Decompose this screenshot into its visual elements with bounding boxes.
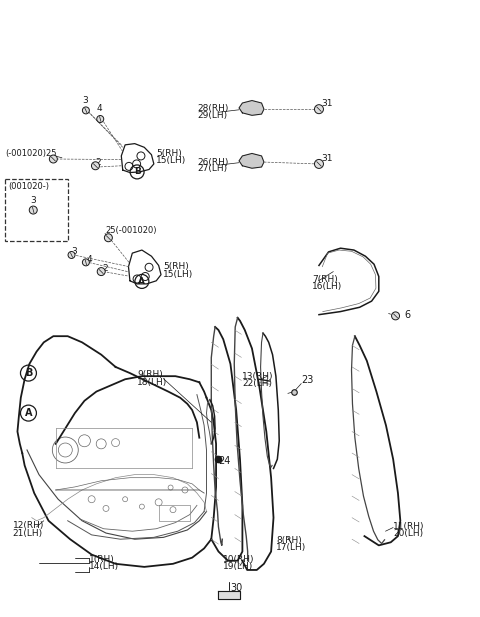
Text: 23: 23 [301, 376, 313, 386]
Text: 19(LH): 19(LH) [223, 562, 253, 571]
Text: 27(LH): 27(LH) [197, 164, 227, 173]
Text: 5(RH): 5(RH) [163, 262, 189, 271]
Text: 14(LH): 14(LH) [89, 562, 120, 571]
Text: 4: 4 [96, 104, 102, 113]
Text: 22(LH): 22(LH) [242, 379, 272, 388]
Text: 31: 31 [322, 154, 333, 163]
Text: 24: 24 [218, 456, 231, 466]
Text: 20(LH): 20(LH) [393, 529, 423, 538]
FancyBboxPatch shape [5, 180, 68, 241]
Text: 6: 6 [404, 310, 410, 320]
Polygon shape [218, 592, 240, 599]
Text: (-001020)25: (-001020)25 [5, 149, 57, 158]
Text: 9(RH): 9(RH) [137, 370, 163, 379]
Text: 28(RH): 28(RH) [197, 104, 228, 113]
Circle shape [104, 234, 112, 242]
Text: 21(LH): 21(LH) [12, 529, 43, 538]
Circle shape [314, 159, 324, 168]
Circle shape [83, 107, 89, 114]
Text: (001020-): (001020-) [8, 182, 49, 191]
Text: 18(LH): 18(LH) [137, 378, 168, 387]
Circle shape [83, 259, 89, 266]
Circle shape [97, 115, 104, 123]
Text: 2: 2 [102, 264, 108, 273]
Circle shape [392, 312, 399, 320]
Circle shape [314, 105, 324, 114]
Circle shape [97, 268, 105, 276]
Circle shape [29, 206, 37, 214]
Text: 5(RH): 5(RH) [156, 149, 182, 158]
Text: 26(RH): 26(RH) [197, 157, 228, 167]
Polygon shape [239, 101, 264, 115]
Circle shape [92, 162, 99, 170]
Circle shape [49, 155, 57, 163]
Polygon shape [239, 154, 264, 168]
Text: 3: 3 [72, 247, 77, 257]
Text: A: A [24, 408, 32, 418]
Text: 8(RH): 8(RH) [276, 536, 301, 545]
Text: 29(LH): 29(LH) [197, 112, 227, 120]
Text: 15(LH): 15(LH) [163, 270, 193, 278]
Text: 15(LH): 15(LH) [156, 156, 187, 165]
Text: 16(LH): 16(LH) [312, 283, 342, 291]
Text: 11(RH): 11(RH) [393, 523, 425, 531]
Text: 7(RH): 7(RH) [312, 275, 337, 284]
Text: 30: 30 [230, 584, 243, 594]
Text: A: A [138, 277, 145, 286]
Text: B: B [25, 368, 32, 378]
Circle shape [68, 252, 75, 259]
Text: 4: 4 [87, 255, 93, 264]
Text: 2: 2 [96, 157, 101, 167]
Text: 31: 31 [322, 99, 333, 108]
Text: 3: 3 [30, 196, 36, 205]
Text: 3: 3 [82, 96, 88, 105]
Text: 25(-001020): 25(-001020) [105, 226, 156, 235]
Text: B: B [133, 167, 141, 176]
Text: 17(LH): 17(LH) [276, 543, 306, 552]
Text: 12(RH): 12(RH) [12, 521, 44, 530]
Text: 1(RH): 1(RH) [89, 555, 115, 564]
Text: 13(RH): 13(RH) [242, 371, 274, 381]
Text: 10(RH): 10(RH) [223, 555, 255, 564]
